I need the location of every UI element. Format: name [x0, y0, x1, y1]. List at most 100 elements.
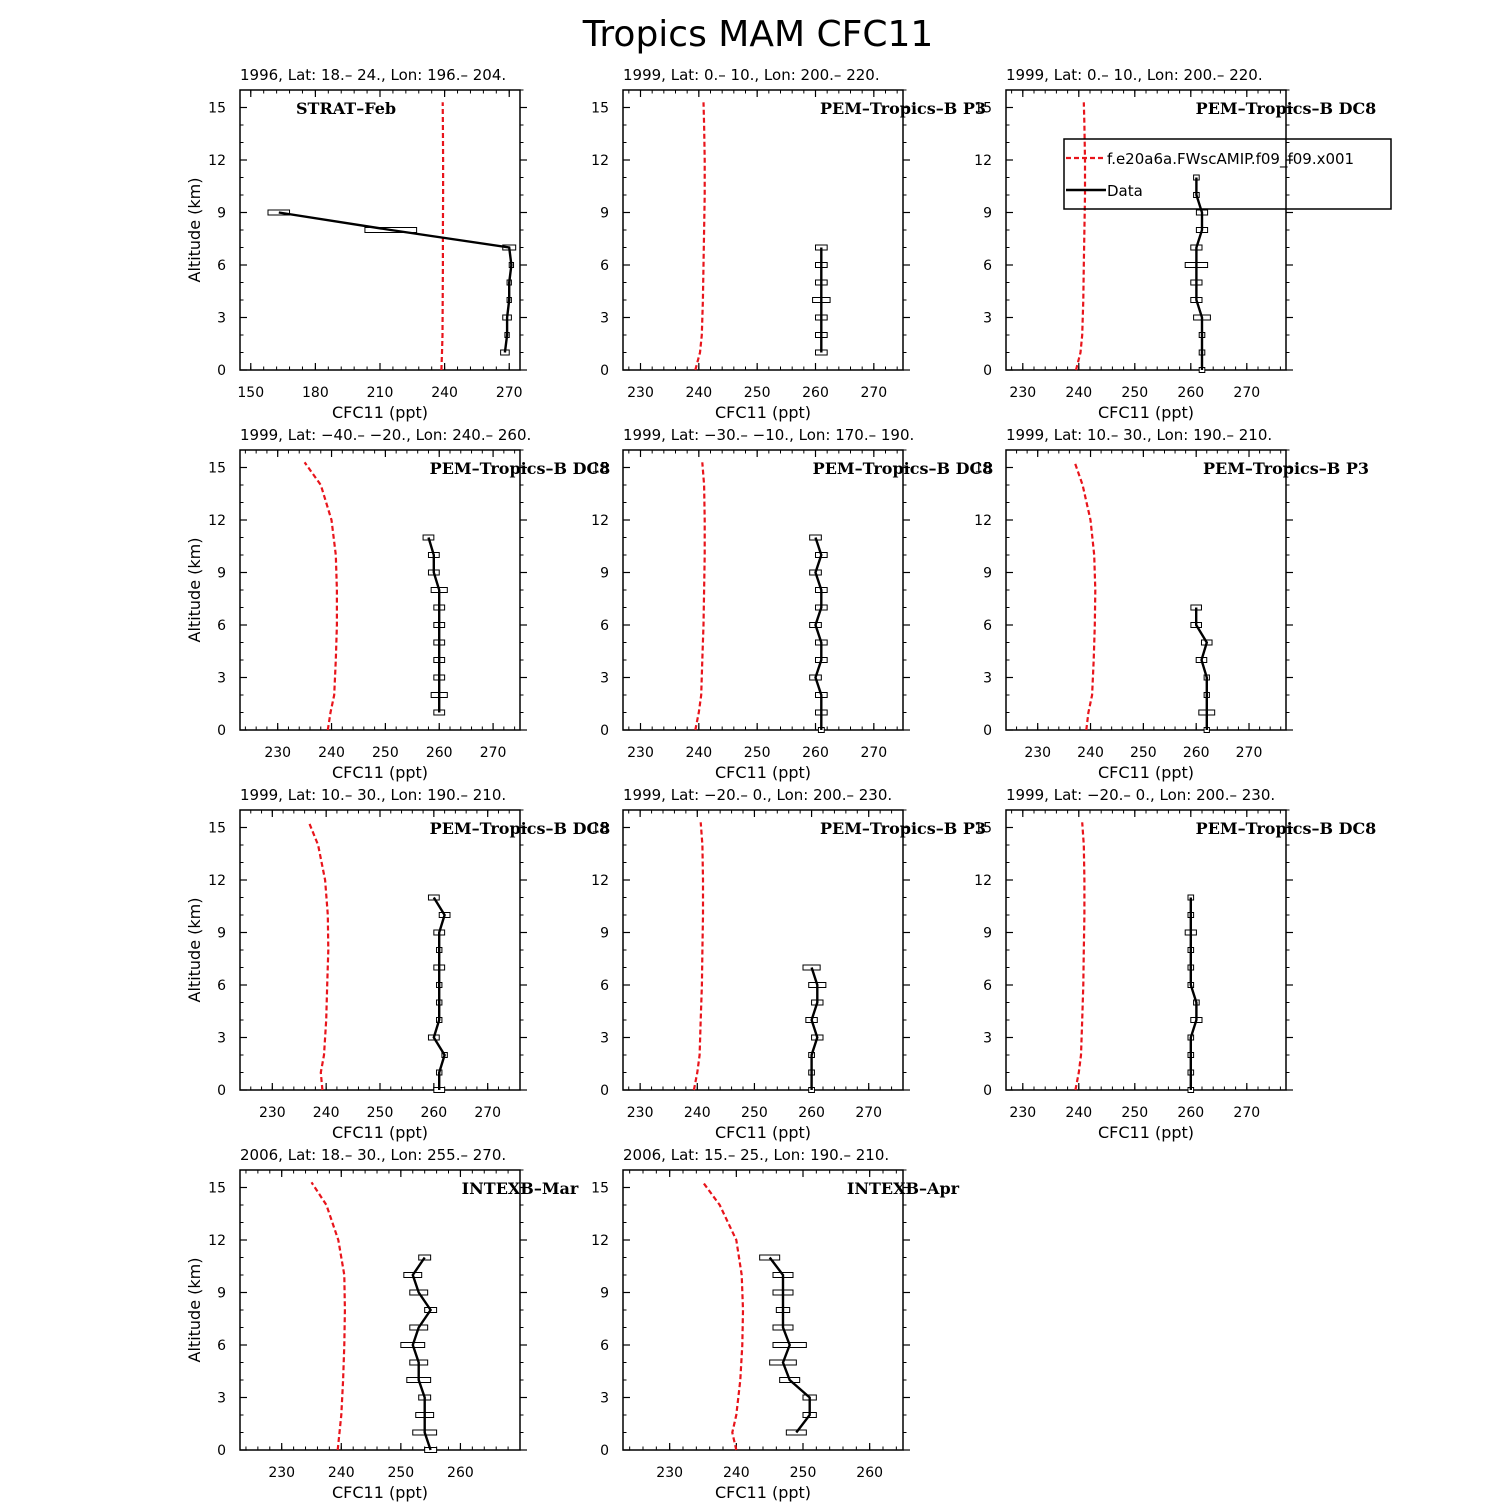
data-series	[810, 967, 819, 1090]
x-tick-label: 250	[1130, 745, 1157, 761]
y-tick-label: 15	[208, 821, 226, 837]
plot-frame	[622, 89, 904, 371]
x-axis-label: CFC11 (ppt)	[1098, 403, 1194, 422]
campaign-label: PEM–Tropics–B P3	[1203, 459, 1369, 478]
y-tick-label: 9	[217, 926, 226, 942]
y-tick-label: 3	[600, 1391, 609, 1407]
x-tick-label: 260	[420, 1105, 447, 1121]
y-tick-label: 9	[983, 926, 992, 942]
x-tick-label: 240	[328, 1465, 355, 1481]
campaign-label: PEM–Tropics–B DC8	[430, 459, 611, 478]
panel-subtitle: 2006, Lat: 15.– 25., Lon: 190.– 210.	[623, 1146, 889, 1164]
y-tick-label: 0	[217, 723, 226, 739]
panel-subtitle: 1999, Lat: −20.– 0., Lon: 200.– 230.	[1006, 786, 1275, 804]
panel-subtitle: 1999, Lat: 0.– 10., Lon: 200.– 220.	[623, 66, 880, 84]
x-tick-label: 230	[1009, 1105, 1036, 1121]
data-series	[411, 1256, 433, 1451]
plot-frame	[1005, 449, 1287, 731]
y-tick-label: 3	[983, 671, 992, 687]
panel-subtitle: 1996, Lat: 18.– 24., Lon: 196.– 204.	[240, 66, 506, 84]
x-tick-label: 270	[480, 745, 507, 761]
y-tick-label: 3	[217, 311, 226, 327]
panel-subtitle: 1999, Lat: 0.– 10., Lon: 200.– 220.	[1006, 66, 1263, 84]
y-tick-label: 15	[591, 821, 609, 837]
y-axis-label: Altitude (km)	[185, 1258, 204, 1363]
x-tick-label: 270	[855, 1105, 882, 1121]
y-tick-label: 15	[208, 1181, 226, 1197]
campaign-label: INTEXB–Mar	[462, 1179, 579, 1198]
y-tick-label: 6	[600, 258, 609, 274]
campaign-label: PEM–Tropics–B P3	[820, 819, 986, 838]
y-tick-label: 3	[217, 1391, 226, 1407]
x-axis-label: CFC11 (ppt)	[332, 1123, 428, 1142]
x-tick-label: 230	[259, 1105, 286, 1121]
y-tick-label: 9	[600, 566, 609, 582]
model-series	[440, 102, 445, 371]
y-tick-label: 3	[983, 311, 992, 327]
x-tick-label: 250	[1121, 385, 1148, 401]
data-series	[427, 537, 441, 713]
y-tick-label: 3	[600, 311, 609, 327]
y-tick-label: 12	[974, 153, 992, 169]
panel-subtitle: 1999, Lat: −30.– −10., Lon: 170.– 190.	[623, 426, 914, 444]
figure-title: Tropics MAM CFC11	[582, 14, 934, 55]
x-tick-label: 250	[790, 1465, 817, 1481]
x-tick-label: 260	[856, 1465, 883, 1481]
model-series	[702, 1181, 745, 1451]
x-tick-label: 230	[627, 1105, 654, 1121]
data-error-bar	[267, 209, 291, 216]
x-tick-label: 250	[372, 745, 399, 761]
x-tick-label: 250	[387, 1465, 414, 1481]
panel-6: 230 240 250 260 270 0 3 6 9 12 15 1999, Lat: 10.– 3…	[974, 426, 1369, 782]
data-series	[768, 1256, 811, 1434]
x-tick-label: 250	[744, 745, 771, 761]
model-series	[1073, 461, 1097, 731]
y-tick-label: 6	[217, 258, 226, 274]
y-tick-label: 6	[983, 978, 992, 994]
x-tick-label: 230	[656, 1465, 683, 1481]
y-tick-label: 12	[591, 873, 609, 889]
panel-7: 230 240 250 260 270 0 3 6 9 12 15 1999, Lat: 10.– 3…	[185, 786, 610, 1142]
y-tick-label: 15	[591, 1181, 609, 1197]
plot-frame	[622, 809, 904, 1091]
panel-subtitle: 1999, Lat: 10.– 30., Lon: 190.– 210.	[1006, 426, 1272, 444]
campaign-label: PEM–Tropics–B DC8	[813, 459, 994, 478]
x-tick-label: 240	[1065, 385, 1092, 401]
y-axis-label: Altitude (km)	[185, 538, 204, 643]
y-tick-label: 9	[983, 206, 992, 222]
x-tick-label: 240	[685, 385, 712, 401]
y-tick-label: 3	[217, 1031, 226, 1047]
y-tick-label: 0	[600, 1443, 609, 1459]
x-axis-label: CFC11 (ppt)	[332, 1483, 428, 1502]
y-tick-label: 3	[600, 1031, 609, 1047]
x-axis-label: CFC11 (ppt)	[715, 403, 811, 422]
y-tick-label: 15	[974, 101, 992, 117]
panel-1: 150 180 210 240 270 0 3 6 9 12 15 1996, Lat: 18.– 2…	[185, 66, 527, 422]
plot-frame	[239, 449, 521, 731]
panel-2: 230 240 250 260 270 0 3 6 9 12 15 1999, Lat: 0.– 10…	[591, 66, 986, 422]
x-tick-label: 250	[744, 385, 771, 401]
y-tick-label: 9	[600, 1286, 609, 1302]
legend-box	[1063, 138, 1392, 210]
y-tick-label: 15	[974, 821, 992, 837]
plot-frame	[622, 449, 904, 731]
panel-8: 230 240 250 260 270 0 3 6 9 12 15 1999, Lat: −20.– …	[591, 786, 986, 1142]
plot-frame	[622, 1169, 904, 1451]
x-axis-label: CFC11 (ppt)	[1098, 1123, 1194, 1142]
legend-data-label: Data	[1107, 182, 1143, 200]
data-error-bar	[759, 1254, 781, 1261]
panel-subtitle: 1999, Lat: −20.– 0., Lon: 200.– 230.	[623, 786, 892, 804]
x-axis-label: CFC11 (ppt)	[715, 763, 811, 782]
x-tick-label: 250	[367, 1105, 394, 1121]
y-tick-label: 12	[208, 513, 226, 529]
y-tick-label: 9	[600, 926, 609, 942]
campaign-label: STRAT–Feb	[296, 99, 396, 118]
campaign-label: PEM–Tropics–B DC8	[430, 819, 611, 838]
y-tick-label: 0	[217, 1083, 226, 1099]
y-tick-label: 15	[591, 101, 609, 117]
y-axis-label: Altitude (km)	[185, 898, 204, 1003]
y-tick-label: 12	[208, 1233, 226, 1249]
x-tick-label: 270	[496, 385, 523, 401]
